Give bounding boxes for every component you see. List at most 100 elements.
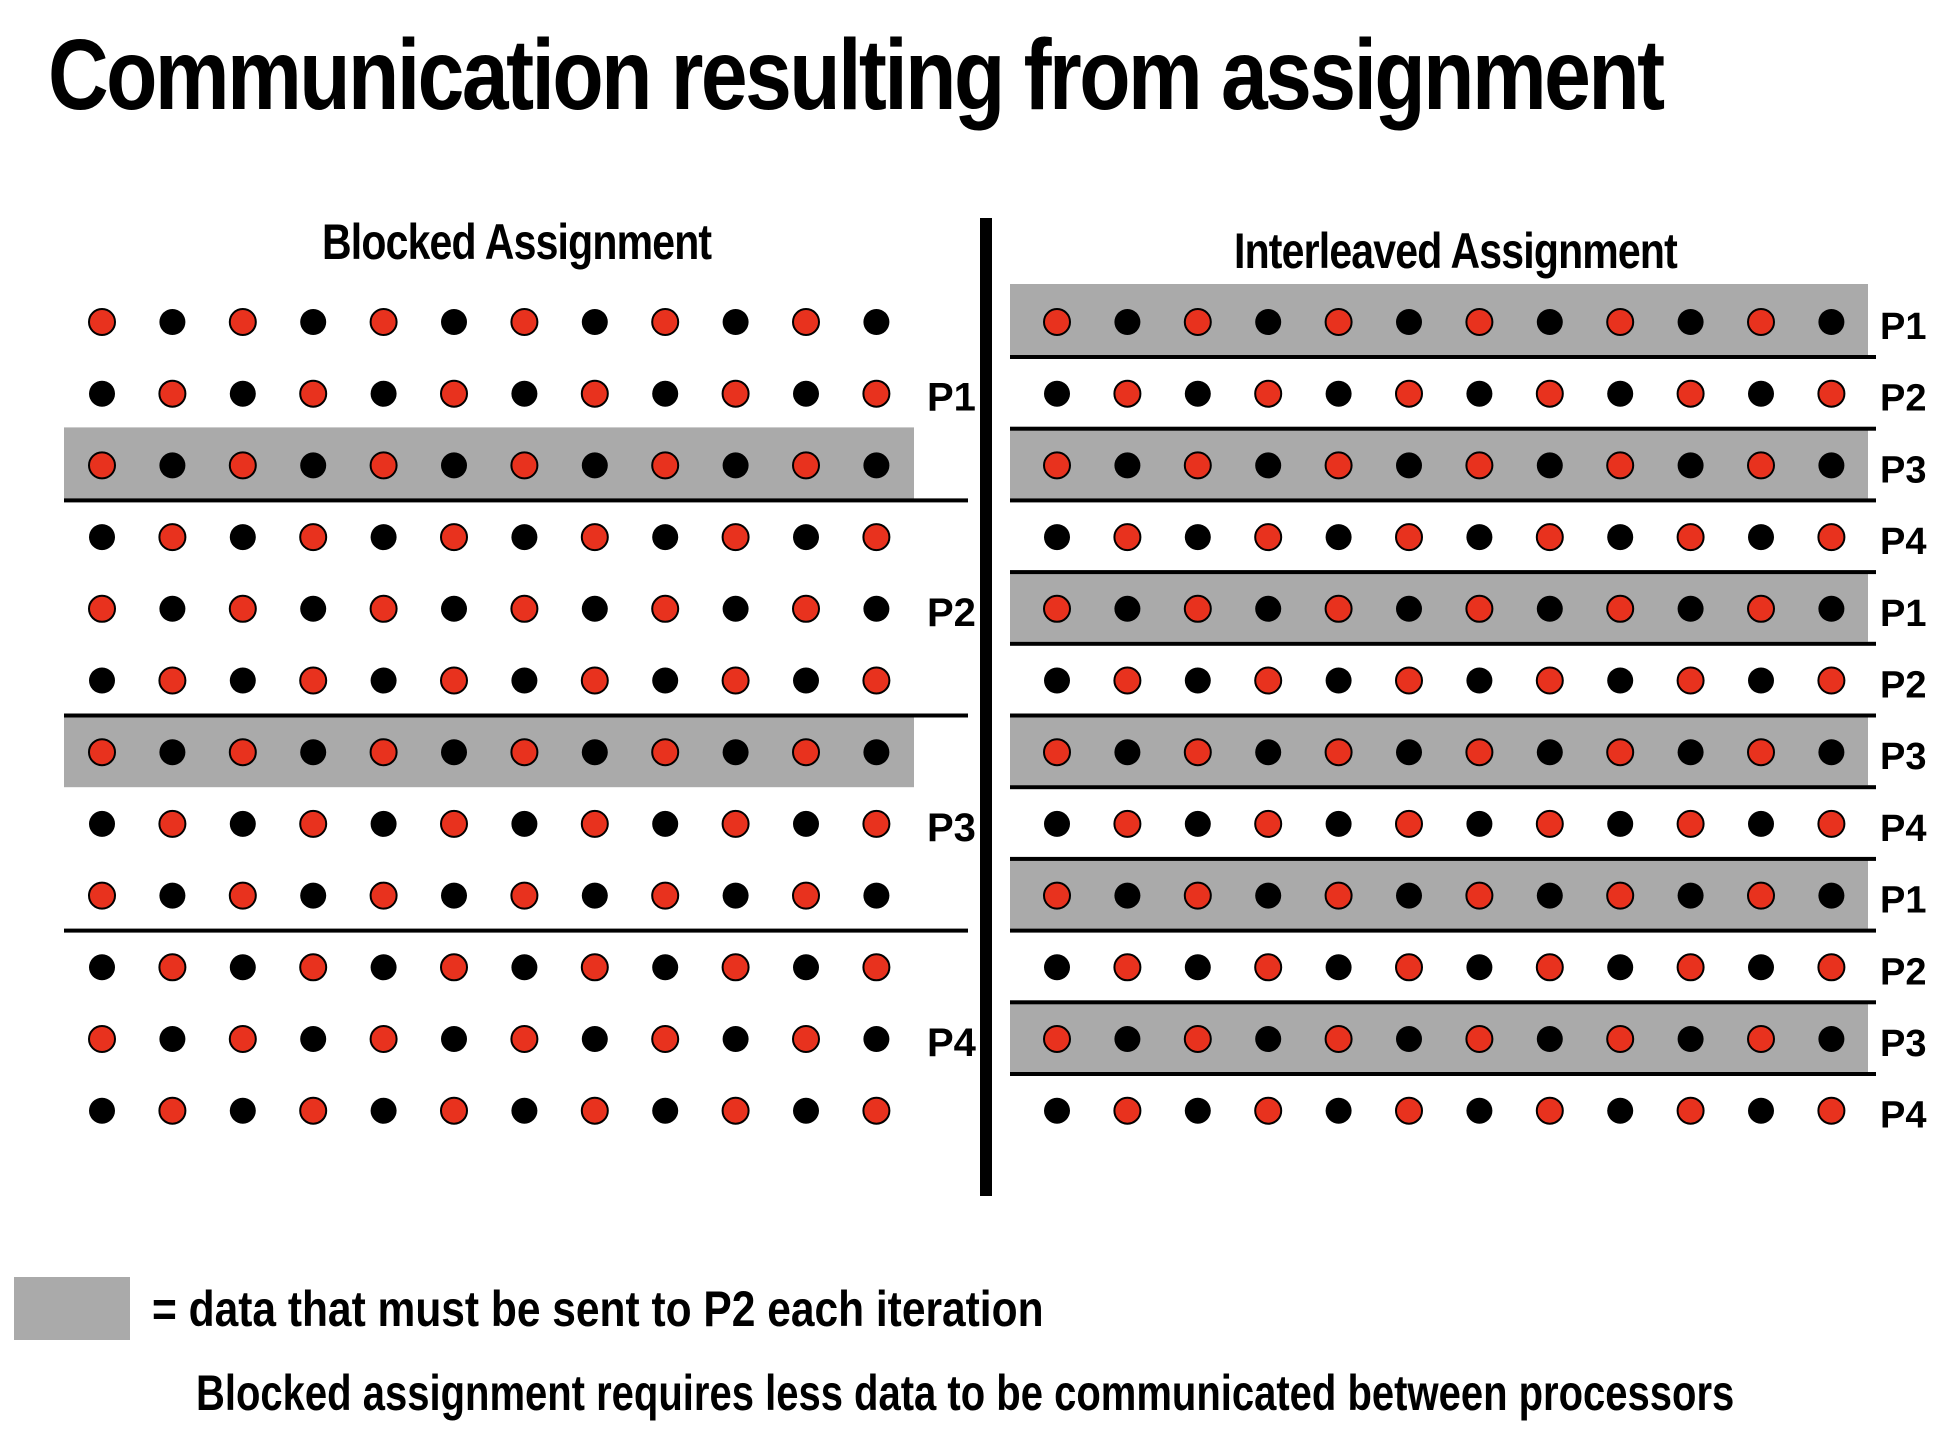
blocked-black-dot bbox=[89, 524, 115, 551]
interleaved-red-dot bbox=[1254, 523, 1283, 552]
blocked-red-dot bbox=[88, 881, 116, 910]
blocked-red-dot bbox=[651, 451, 680, 480]
interleaved-red-dot bbox=[1606, 594, 1635, 623]
blocked-black-dot bbox=[581, 739, 608, 766]
blocked-red-dot bbox=[792, 1025, 820, 1053]
blocked-black-dot bbox=[511, 524, 538, 551]
legend-swatch bbox=[14, 1277, 130, 1340]
blocked-black-dot bbox=[511, 810, 538, 837]
interleaved-red-dot bbox=[1676, 379, 1705, 408]
interleaved-black-dot bbox=[1396, 595, 1422, 622]
interleaved-black-dot bbox=[1044, 667, 1070, 694]
conclusion-text: Blocked assignment requires less data to… bbox=[196, 1365, 1735, 1421]
blocked-red-dot bbox=[792, 738, 820, 767]
interleaved-red-dot bbox=[1395, 523, 1423, 552]
interleaved-black-dot bbox=[1748, 954, 1774, 981]
interleaved-black-dot bbox=[1748, 667, 1774, 694]
interleaved-black-dot bbox=[1325, 810, 1352, 837]
blocked-black-dot bbox=[441, 1026, 467, 1052]
blocked-red-dot bbox=[158, 523, 187, 552]
interleaved-black-dot bbox=[1677, 1026, 1704, 1052]
interleaved-black-dot bbox=[1396, 739, 1422, 766]
blocked-red-dot bbox=[440, 953, 468, 982]
interleaved-black-dot bbox=[1466, 524, 1493, 551]
interleaved-processor-label: P2 bbox=[1880, 378, 1926, 420]
blocked-black-dot bbox=[441, 882, 467, 909]
blocked-red-dot bbox=[721, 666, 750, 695]
interleaved-black-dot bbox=[1255, 309, 1282, 335]
blocked-red-dot bbox=[369, 308, 398, 336]
interleaved-row-divider bbox=[1010, 570, 1876, 575]
blocked-red-dot bbox=[299, 809, 328, 838]
interleaved-black-dot bbox=[1466, 667, 1493, 694]
blocked-red-dot bbox=[228, 451, 257, 480]
blocked-red-dot bbox=[510, 738, 539, 767]
blocked-black-dot bbox=[89, 810, 115, 837]
blocked-black-dot bbox=[652, 1097, 679, 1124]
blocked-black-dot bbox=[863, 309, 890, 335]
blocked-red-dot bbox=[580, 666, 609, 695]
blocked-processor-label: P1 bbox=[927, 376, 976, 420]
interleaved-black-dot bbox=[1607, 954, 1634, 981]
interleaved-black-dot bbox=[1748, 380, 1774, 407]
blocked-black-dot bbox=[89, 380, 115, 407]
interleaved-black-dot bbox=[1607, 380, 1634, 407]
interleaved-highlight-band bbox=[1010, 857, 1868, 929]
blocked-red-dot bbox=[299, 1096, 328, 1125]
interleaved-black-dot bbox=[1536, 452, 1563, 479]
interleaved-black-dot bbox=[1536, 309, 1563, 335]
blocked-red-dot bbox=[862, 666, 891, 695]
blocked-black-dot bbox=[652, 954, 679, 981]
interleaved-black-dot bbox=[1607, 810, 1634, 837]
interleaved-black-dot bbox=[1677, 309, 1704, 335]
interleaved-black-dot bbox=[1325, 954, 1352, 981]
blocked-red-dot bbox=[369, 881, 398, 910]
blocked-black-dot bbox=[300, 1026, 327, 1052]
blocked-black-dot bbox=[229, 380, 256, 407]
interleaved-highlight-band bbox=[1010, 284, 1868, 355]
interleaved-black-dot bbox=[1396, 309, 1422, 335]
blocked-red-dot bbox=[158, 379, 187, 408]
interleaved-red-dot bbox=[1606, 738, 1635, 767]
blocked-red-dot bbox=[580, 379, 609, 408]
blocked-black-dot bbox=[863, 1026, 890, 1052]
interleaved-black-dot bbox=[1818, 882, 1845, 909]
interleaved-black-dot bbox=[1044, 810, 1070, 837]
blocked-red-dot bbox=[228, 738, 257, 767]
interleaved-red-dot bbox=[1676, 1096, 1705, 1125]
interleaved-black-dot bbox=[1677, 882, 1704, 909]
interleaved-red-dot bbox=[1395, 379, 1423, 408]
interleaved-processor-label: P3 bbox=[1880, 449, 1926, 491]
interleaved-red-dot bbox=[1183, 1025, 1212, 1053]
interleaved-black-dot bbox=[1396, 882, 1422, 909]
blocked-red-dot bbox=[721, 523, 750, 552]
blocked-black-dot bbox=[89, 954, 115, 981]
interleaved-black-dot bbox=[1325, 1097, 1352, 1124]
interleaved-red-dot bbox=[1747, 1025, 1775, 1053]
interleaved-assignment-panel: P1 P2 P3 P4 P1 P2 P3 P4 P1 P2 P3 P4 bbox=[1010, 284, 1926, 1137]
blocked-red-dot bbox=[369, 594, 398, 623]
blocked-red-dot bbox=[862, 379, 891, 408]
interleaved-black-dot bbox=[1607, 1097, 1634, 1124]
interleaved-black-dot bbox=[1044, 954, 1070, 981]
interleaved-red-dot bbox=[1113, 1096, 1142, 1125]
blocked-red-dot bbox=[88, 1025, 116, 1053]
blocked-red-dot bbox=[158, 809, 187, 838]
interleaved-black-dot bbox=[1677, 452, 1704, 479]
interleaved-processor-label: P4 bbox=[1880, 808, 1926, 850]
interleaved-row-divider bbox=[1010, 641, 1876, 646]
interleaved-row-divider bbox=[1010, 1000, 1876, 1005]
interleaved-red-dot bbox=[1254, 953, 1283, 982]
interleaved-black-dot bbox=[1748, 1097, 1774, 1124]
interleaved-black-dot bbox=[1255, 882, 1282, 909]
interleaved-red-dot bbox=[1676, 666, 1705, 695]
interleaved-red-dot bbox=[1113, 523, 1142, 552]
blocked-red-dot bbox=[862, 523, 891, 552]
interleaved-assignment-title: Interleaved Assignment bbox=[1234, 223, 1678, 279]
blocked-red-dot bbox=[721, 953, 750, 982]
interleaved-red-dot bbox=[1606, 308, 1635, 336]
blocked-black-dot bbox=[229, 810, 256, 837]
blocked-black-dot bbox=[722, 739, 749, 766]
interleaved-red-dot bbox=[1747, 594, 1775, 623]
blocked-black-dot bbox=[581, 452, 608, 479]
